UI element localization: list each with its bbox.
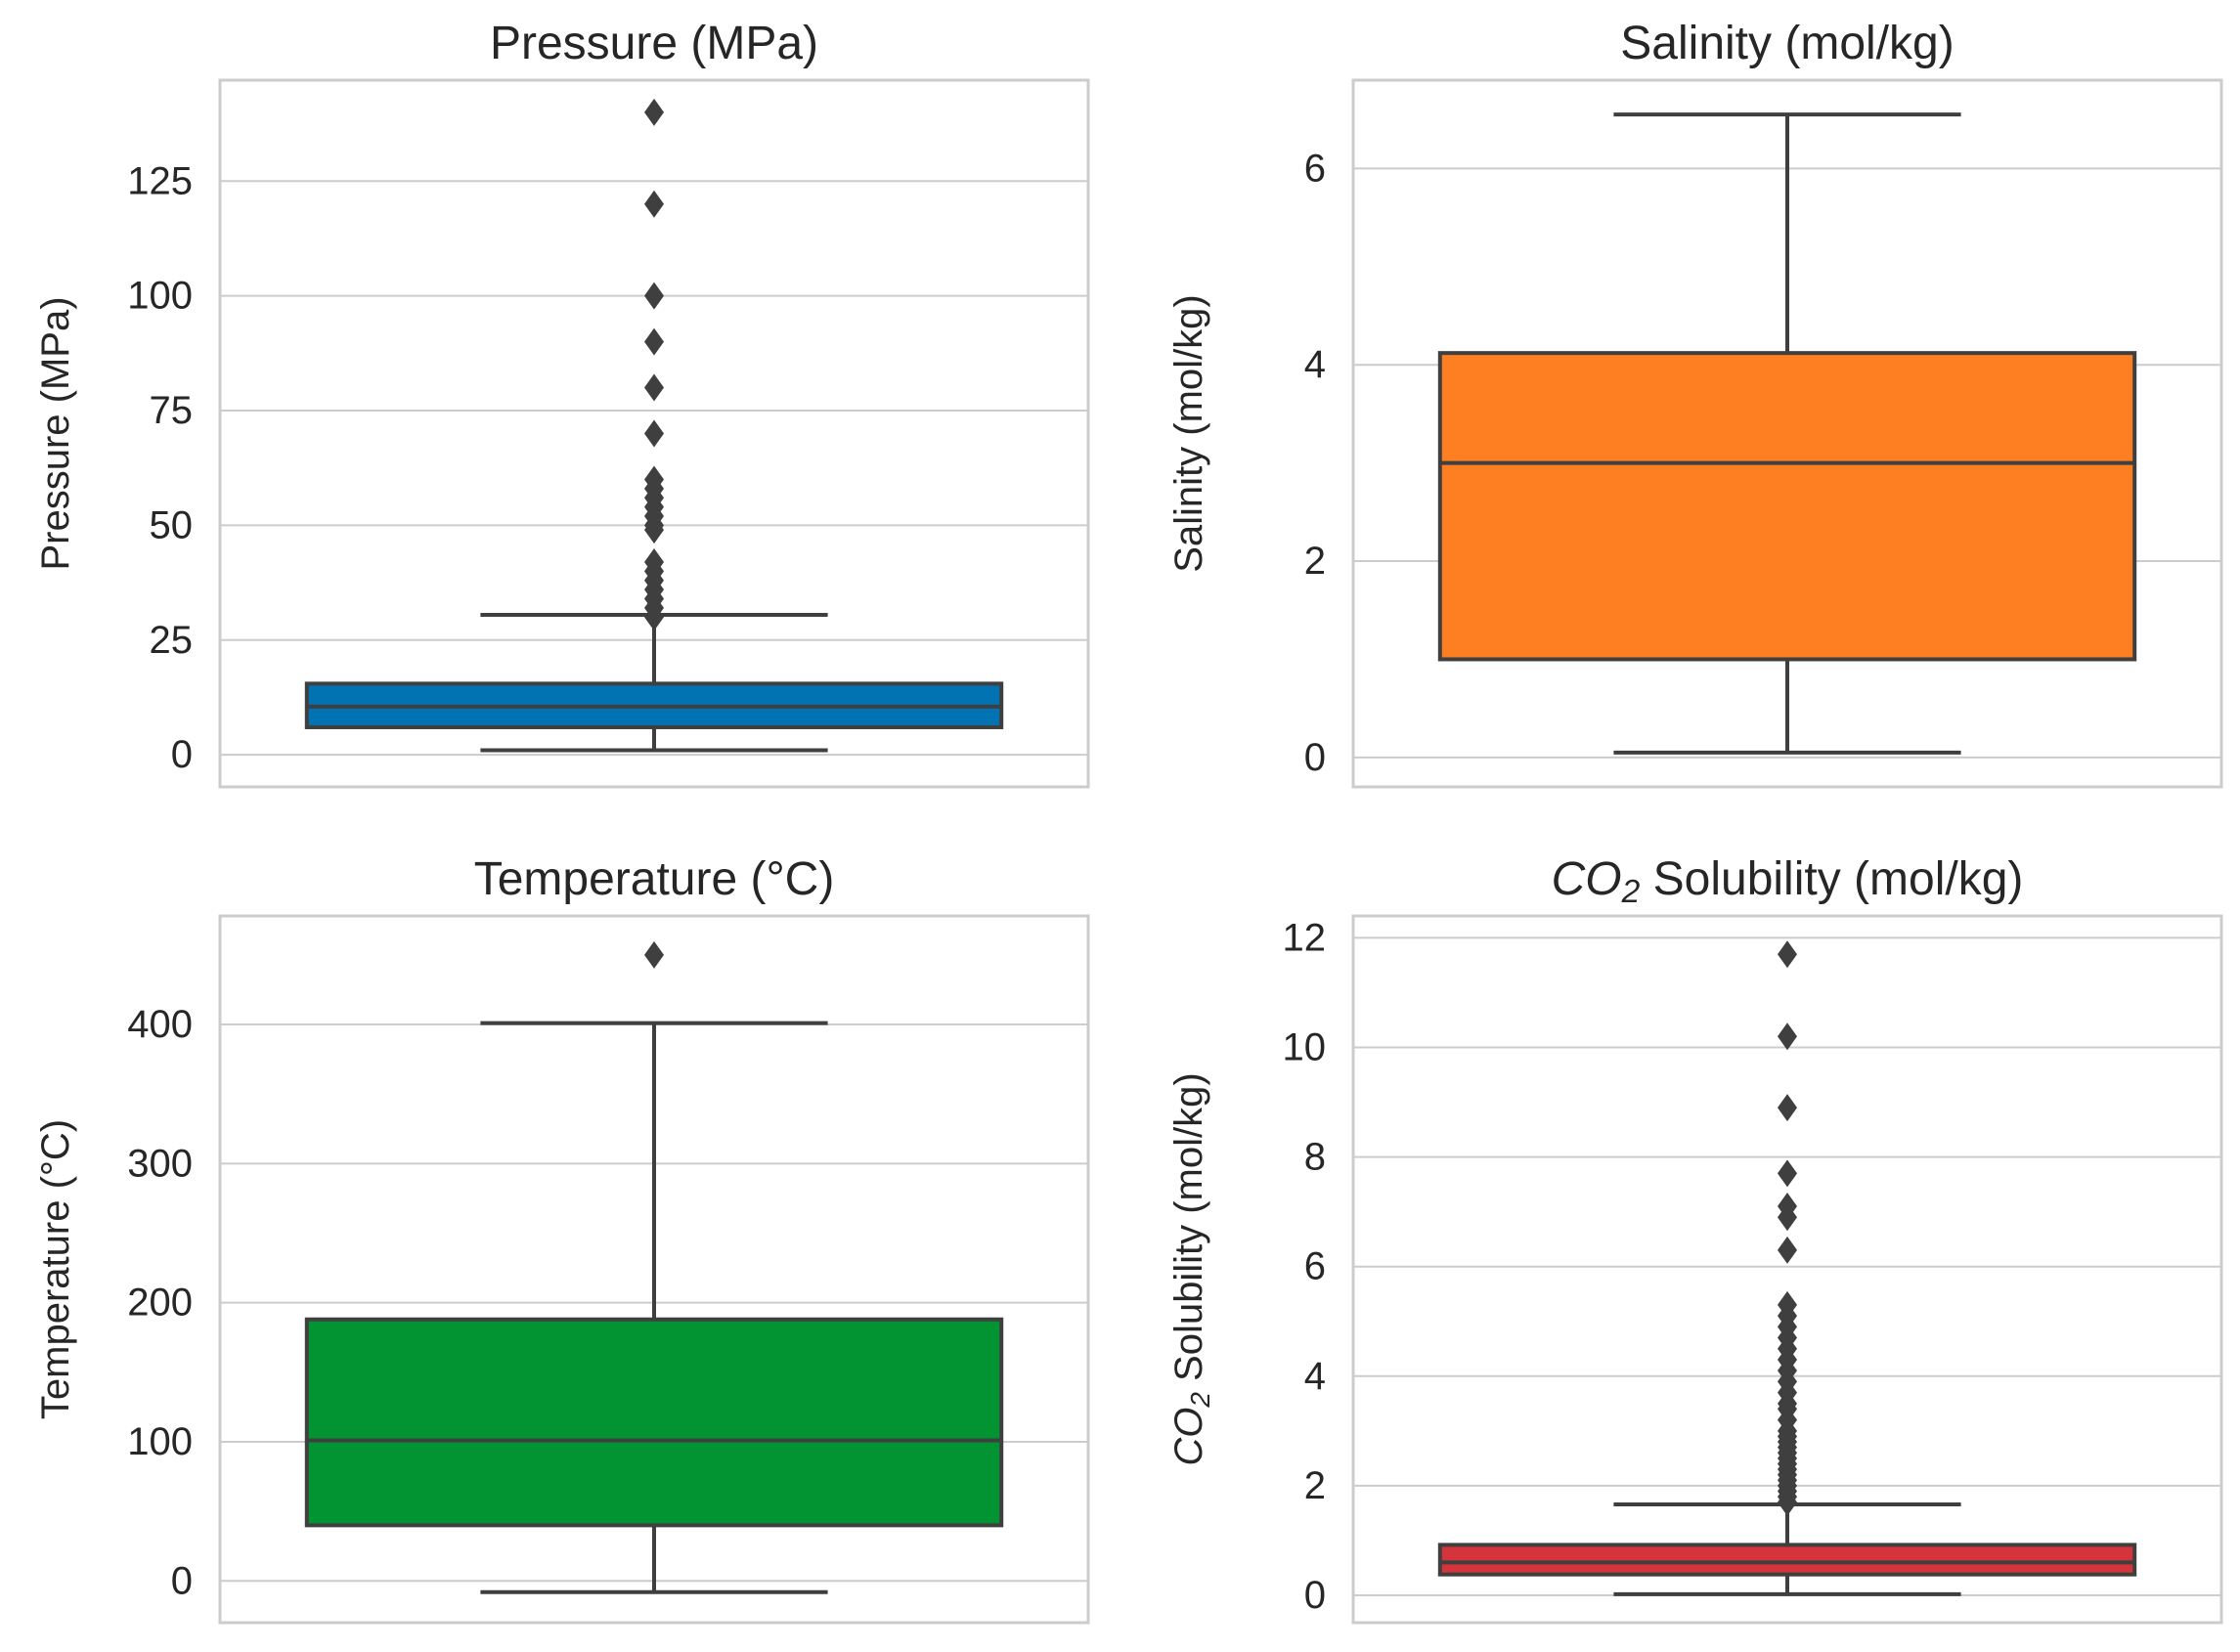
- outlier-point: [644, 547, 664, 576]
- iqr-box: [304, 1317, 1004, 1528]
- y-tick-label: 12: [1283, 916, 1327, 959]
- y-axis-label: CO2 Solubility (mol/kg): [1167, 1072, 1215, 1465]
- outlier-point: [644, 282, 664, 310]
- y-tick-label: 100: [127, 275, 193, 318]
- y-tick-label: 4: [1304, 343, 1326, 386]
- outlier-point: [644, 190, 664, 218]
- y-tick-label: 8: [1304, 1136, 1326, 1179]
- panel-title: CO2 Solubility (mol/kg): [1552, 853, 2024, 910]
- panel-title: Salinity (mol/kg): [1620, 18, 1954, 69]
- boxplot-panel-1: 0 25 50 75 100 125 Pressure (MPa) Pressure (MPa…: [34, 18, 1090, 789]
- y-tick-label: 0: [1304, 1574, 1326, 1617]
- y-axis-label: Salinity (mol/kg): [1167, 294, 1210, 573]
- boxplot-panel-3: 0 100 200 300 400 Temperature (°C) Temperature…: [34, 853, 1090, 1625]
- y-axis-label: Pressure (MPa): [34, 296, 77, 570]
- iqr-box: [1437, 351, 2137, 662]
- axes-frame: [1351, 78, 2223, 789]
- boxplot-panel-2: 0 2 4 6 Salinity (mol/kg) Salinity (mol/kg): [1167, 18, 2223, 789]
- y-tick-label: 2: [1304, 540, 1326, 583]
- outlier-point: [1778, 1022, 1797, 1051]
- y-tick-label: 125: [127, 159, 193, 202]
- y-tick-label: 0: [171, 733, 193, 776]
- panel-title: Pressure (MPa): [490, 18, 818, 69]
- y-tick-label: 2: [1304, 1464, 1326, 1507]
- y-tick-label: 100: [127, 1420, 193, 1463]
- outlier-point: [644, 465, 664, 494]
- outlier-point: [1778, 1290, 1797, 1319]
- outlier-point: [1778, 1159, 1797, 1188]
- axes-frame: [218, 914, 1090, 1625]
- boxplot-panel-4: 0 2 4 6 8 10 12 CO2 Solubility (mol/kg) CO2 Solu…: [1167, 853, 2223, 1625]
- y-axis-label: Temperature (°C): [34, 1119, 77, 1419]
- y-tick-label: 6: [1304, 1245, 1326, 1288]
- y-tick-label: 4: [1304, 1355, 1326, 1398]
- y-tick-label: 300: [127, 1142, 193, 1185]
- outlier-point: [644, 327, 664, 356]
- y-tick-label: 75: [150, 389, 194, 432]
- panel-title: Temperature (°C): [474, 853, 835, 905]
- y-tick-label: 6: [1304, 147, 1326, 190]
- outlier-point: [644, 419, 664, 448]
- outlier-point: [644, 98, 664, 126]
- outlier-point: [1778, 940, 1797, 969]
- y-tick-label: 400: [127, 1003, 193, 1046]
- outlier-point: [1778, 1193, 1797, 1221]
- axes-frame: [218, 78, 1090, 789]
- iqr-box: [1437, 1543, 2137, 1577]
- y-tick-label: 200: [127, 1282, 193, 1325]
- outlier-point: [644, 373, 664, 402]
- outlier-point: [1778, 1094, 1797, 1122]
- outlier-point: [644, 940, 664, 969]
- y-tick-label: 25: [150, 619, 194, 662]
- axes-frame: [1351, 914, 2223, 1625]
- y-tick-label: 0: [171, 1559, 193, 1602]
- outlier-point: [1778, 1236, 1797, 1264]
- y-tick-label: 10: [1283, 1026, 1327, 1069]
- y-tick-label: 0: [1304, 736, 1326, 779]
- y-tick-label: 50: [150, 503, 194, 546]
